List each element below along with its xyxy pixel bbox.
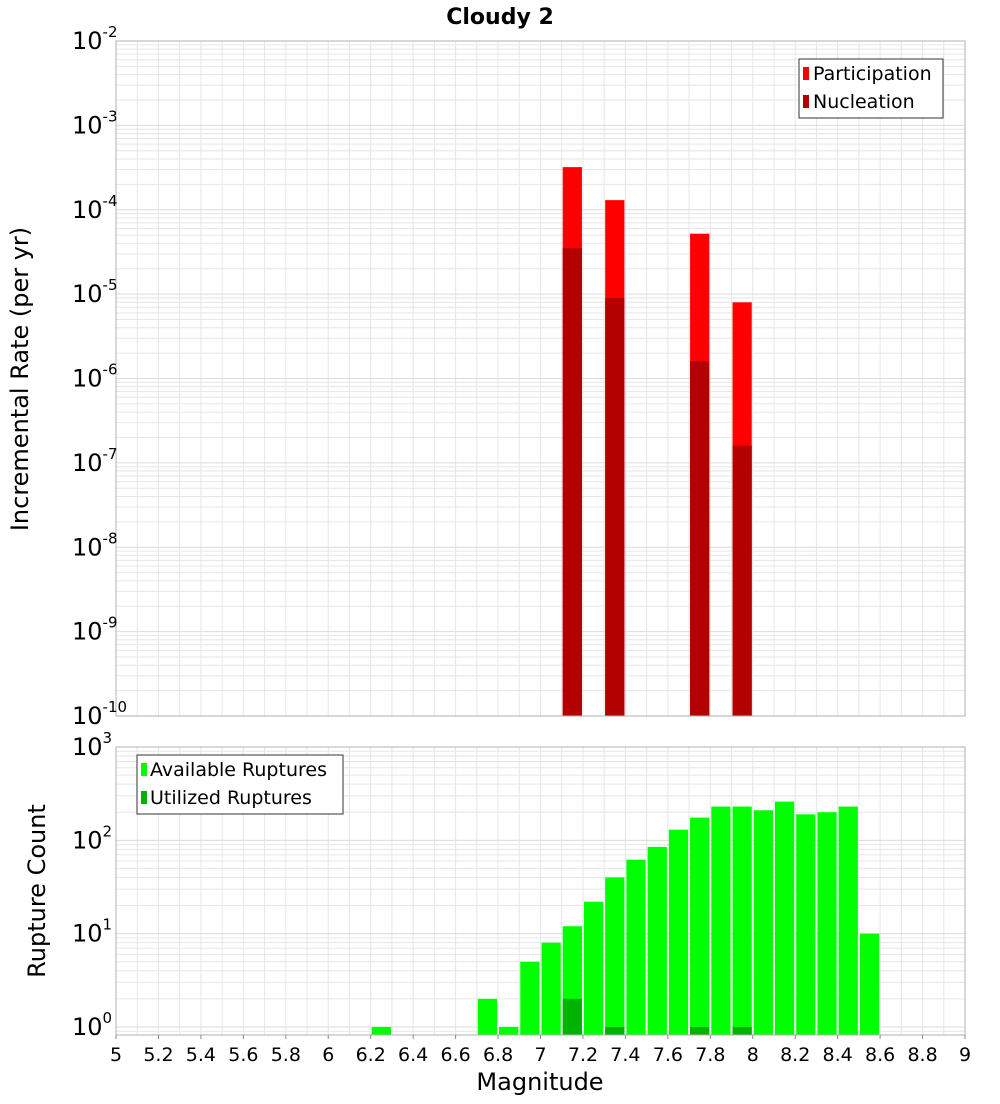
top-bars xyxy=(562,167,752,717)
x-tick-label: 7.8 xyxy=(695,1044,725,1066)
bottom-bar-series1 xyxy=(477,998,498,1035)
x-tick-label: 9 xyxy=(959,1044,971,1066)
bottom-y-tick-labels: 100 101 102 103 xyxy=(72,729,112,1041)
y-tick-label: 100 xyxy=(72,1009,112,1041)
bottom-bar-series1 xyxy=(859,933,880,1035)
x-tick-label: 5.6 xyxy=(228,1044,258,1066)
legend-label-utilized: Utilized Ruptures xyxy=(150,787,312,809)
x-tick-label: 8.6 xyxy=(865,1044,895,1066)
x-tick-label: 5 xyxy=(110,1044,122,1066)
bottom-bar-series1 xyxy=(774,801,795,1035)
x-tick-label: 7.2 xyxy=(568,1044,598,1066)
bottom-bar-series2 xyxy=(690,1026,710,1035)
bottom-bar-series1 xyxy=(520,961,540,1035)
legend-swatch-nucleation xyxy=(803,95,809,108)
bottom-bar-series2 xyxy=(605,1026,625,1035)
bottom-legend-box xyxy=(136,754,344,815)
top-plot-panel: 10-10 10-9 10-8 10-7 10-6 10-5 10-4 10-3 10-2 In… xyxy=(6,23,966,730)
bottom-bar-series1 xyxy=(838,806,858,1035)
top-gridlines xyxy=(115,41,966,717)
bottom-bar-series1 xyxy=(796,814,816,1035)
bottom-bar-series1 xyxy=(668,829,689,1035)
bottom-bar-series1 xyxy=(583,901,604,1035)
top-bar-series2 xyxy=(605,297,625,716)
x-tick-label: 8.2 xyxy=(780,1044,810,1066)
y-tick-label: 10-3 xyxy=(72,107,118,139)
y-tick-label: 10-4 xyxy=(72,192,118,224)
bottom-bar-series1 xyxy=(541,942,561,1035)
x-tick-label: 5.2 xyxy=(143,1044,173,1066)
x-tick-label: 6.4 xyxy=(398,1044,428,1066)
x-tick-labels: 5 5.2 5.4 5.6 5.8 6 6.2 6.4 6.6 6.8 7 7.2 7.4 7.6 7.8 8… xyxy=(110,1035,971,1066)
legend-swatch-participation xyxy=(803,67,809,80)
x-tick-label: 5.8 xyxy=(271,1044,301,1066)
legend-swatch-utilized xyxy=(141,791,147,804)
bottom-bar-series1 xyxy=(647,846,667,1035)
bottom-bar-series1 xyxy=(732,806,752,1035)
bottom-y-axis-label: Rupture Count xyxy=(23,804,51,978)
x-tick-label: 7.4 xyxy=(610,1044,640,1066)
top-plot-frame xyxy=(115,40,966,717)
bottom-bars xyxy=(371,801,880,1035)
y-tick-label: 10-7 xyxy=(72,445,118,477)
x-tick-label: 6.2 xyxy=(356,1044,386,1066)
x-axis-label: Magnitude xyxy=(476,1068,603,1096)
bottom-bar-series1 xyxy=(499,1026,519,1035)
bottom-legend: Available Ruptures Utilized Ruptures xyxy=(136,754,344,815)
bottom-bar-series2 xyxy=(732,1026,752,1035)
x-tick-label: 7 xyxy=(534,1044,546,1066)
y-tick-label: 10-9 xyxy=(72,614,118,646)
x-tick-label: 8.4 xyxy=(823,1044,853,1066)
bottom-bar-series1 xyxy=(711,806,731,1035)
bottom-bar-series1 xyxy=(626,859,646,1035)
legend-label-participation: Participation xyxy=(813,63,932,85)
y-tick-label: 10-2 xyxy=(72,23,118,55)
top-bar-series2 xyxy=(690,361,710,716)
bottom-bar-series2 xyxy=(562,998,582,1035)
y-tick-label: 10-5 xyxy=(72,276,118,308)
y-tick-label: 103 xyxy=(72,729,112,761)
top-legend-box xyxy=(798,58,944,119)
y-tick-label: 101 xyxy=(72,916,112,948)
y-tick-label: 10-10 xyxy=(72,698,127,730)
x-tick-label: 8 xyxy=(747,1044,759,1066)
legend-label-available: Available Ruptures xyxy=(150,759,327,781)
top-legend: Participation Nucleation xyxy=(798,58,944,119)
x-tick-label: 7.6 xyxy=(653,1044,683,1066)
y-tick-label: 10-6 xyxy=(72,361,118,393)
x-tick-label: 6 xyxy=(322,1044,334,1066)
chart-title: Cloudy 2 xyxy=(446,5,554,30)
legend-label-nucleation: Nucleation xyxy=(813,91,915,113)
top-y-tick-labels: 10-10 10-9 10-8 10-7 10-6 10-5 10-4 10-3 10-2 xyxy=(72,23,127,730)
y-tick-label: 10-8 xyxy=(72,529,118,561)
bottom-bar-series1 xyxy=(371,1026,391,1035)
top-bar-series2 xyxy=(732,445,752,716)
y-tick-label: 102 xyxy=(72,822,112,854)
x-tick-label: 8.8 xyxy=(907,1044,937,1066)
x-tick-label: 6.8 xyxy=(483,1044,513,1066)
top-bar-series2 xyxy=(562,248,582,717)
bottom-bar-series1 xyxy=(817,812,837,1035)
x-tick-label: 5.4 xyxy=(186,1044,216,1066)
top-y-axis-label: Incremental Rate (per yr) xyxy=(6,227,34,531)
bottom-plot-panel: 100 101 102 103 Rupture Count Available Rup… xyxy=(23,729,966,1041)
bottom-bar-series1 xyxy=(753,810,773,1035)
legend-swatch-available xyxy=(141,763,147,776)
bottom-bar-series1 xyxy=(690,817,710,1035)
bottom-bar-series1 xyxy=(605,877,625,1035)
x-tick-label: 6.6 xyxy=(440,1044,470,1066)
